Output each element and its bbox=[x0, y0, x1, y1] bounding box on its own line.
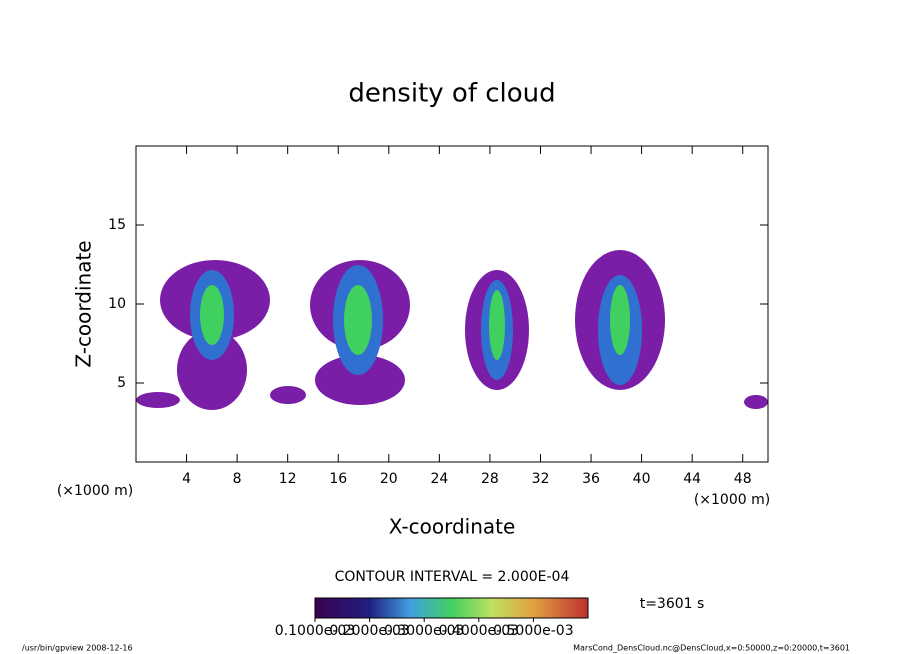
y-tick-label: 10 bbox=[108, 296, 126, 312]
x-tick-label: 20 bbox=[380, 471, 398, 487]
x-tick-label: 28 bbox=[481, 471, 499, 487]
footer-left: /usr/bin/gpview 2008-12-16 bbox=[22, 644, 133, 653]
cloud-field bbox=[136, 250, 768, 410]
x-unit: (×1000 m) bbox=[694, 492, 770, 508]
colorbar bbox=[314, 597, 589, 619]
x-tick-label: 4 bbox=[182, 471, 191, 487]
contour-interval: CONTOUR INTERVAL = 2.000E-04 bbox=[335, 569, 570, 585]
x-tick-label: 36 bbox=[582, 471, 600, 487]
colorbar-label: 0.4000e-03 bbox=[439, 623, 519, 639]
x-tick-label: 44 bbox=[683, 471, 701, 487]
x-tick-label: 32 bbox=[532, 471, 550, 487]
x-tick-label: 8 bbox=[233, 471, 242, 487]
x-tick-label: 12 bbox=[279, 471, 297, 487]
y-tick-label: 5 bbox=[117, 375, 126, 391]
y-axis-label: Z-coordinate bbox=[72, 240, 96, 367]
x-axis-label: X-coordinate bbox=[389, 515, 516, 539]
colorbar-label: 0.5000e-03 bbox=[493, 623, 573, 639]
colorbar-label: 0.2000e-03 bbox=[329, 623, 409, 639]
x-tick-label: 48 bbox=[734, 471, 752, 487]
colorbar-label: 0.3000e-03 bbox=[384, 623, 464, 639]
x-tick-label: 40 bbox=[633, 471, 651, 487]
x-tick-label: 16 bbox=[329, 471, 347, 487]
colorbar-label: 0.1000e-03 bbox=[275, 623, 355, 639]
time-label: t=3601 s bbox=[640, 596, 705, 612]
y-tick-label: 15 bbox=[108, 217, 126, 233]
x-unit: (×1000 m) bbox=[57, 483, 133, 499]
x-tick-label: 24 bbox=[430, 471, 448, 487]
chart-title: density of cloud bbox=[348, 79, 555, 109]
footer-right: MarsCond_DensCloud.nc@DensCloud,x=0:5000… bbox=[573, 644, 850, 653]
